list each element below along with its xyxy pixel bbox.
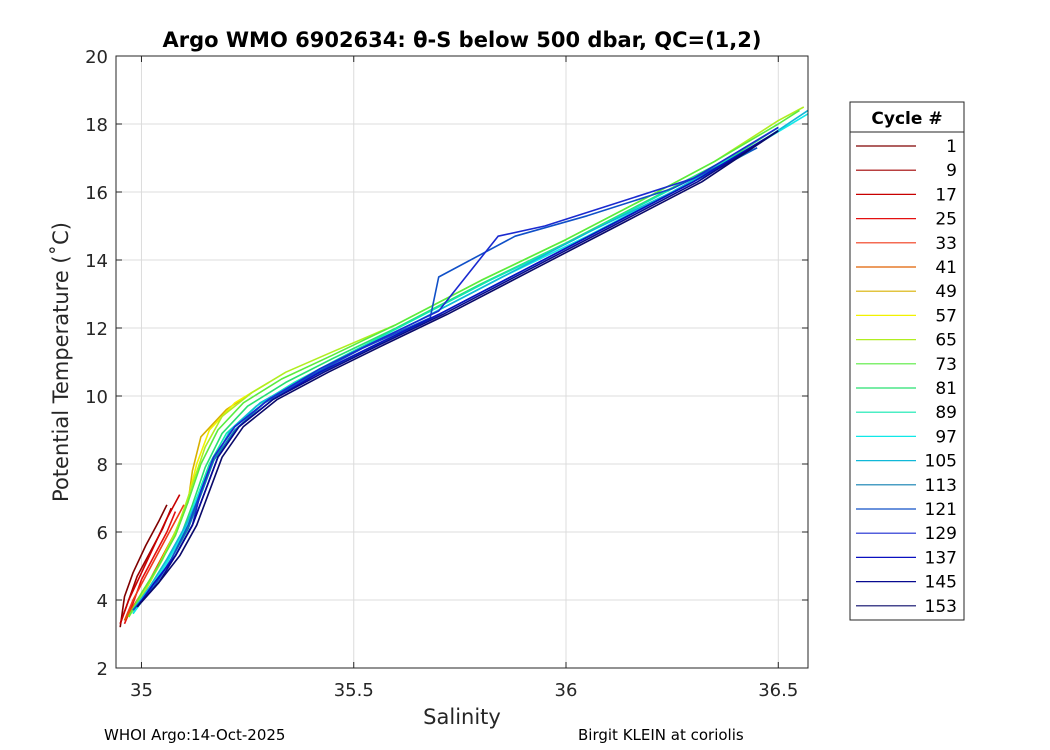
legend-label-41: 41 <box>935 258 957 278</box>
legend-title: Cycle # <box>871 109 942 129</box>
cycle-curve-17 <box>119 494 181 625</box>
legend-label-49: 49 <box>935 282 957 302</box>
y-axis-ticks: 2 4 6 8 10 12 14 16 18 20 <box>85 47 808 680</box>
plot-area <box>116 56 808 668</box>
x-tick-label: 36 <box>555 680 578 701</box>
legend-label-25: 25 <box>935 210 957 230</box>
legend-label-89: 89 <box>935 403 957 423</box>
legend-label-1: 1 <box>946 137 957 157</box>
y-tick-label: 2 <box>97 659 108 680</box>
cycle-curve-153 <box>136 130 779 608</box>
y-tick-label: 6 <box>97 523 108 544</box>
legend-label-97: 97 <box>935 427 957 447</box>
y-tick-label: 8 <box>97 455 108 476</box>
legend-label-81: 81 <box>935 379 957 399</box>
legend-label-73: 73 <box>935 355 957 375</box>
footer-right: Birgit KLEIN at coriolis <box>578 726 744 744</box>
legend-label-17: 17 <box>935 185 957 205</box>
chart-title: Argo WMO 6902634: θ-S below 500 dbar, QC… <box>163 28 762 52</box>
y-tick-label: 10 <box>85 387 108 408</box>
legend-label-33: 33 <box>935 234 957 254</box>
y-tick-label: 16 <box>85 183 108 204</box>
legend-label-9: 9 <box>946 161 957 181</box>
cycle-curve-73 <box>127 109 800 618</box>
plot-frame <box>115 55 809 669</box>
legend-label-121: 121 <box>925 500 957 520</box>
y-tick-label: 18 <box>85 115 108 136</box>
legend-label-113: 113 <box>925 476 957 496</box>
x-axis-label: Salinity <box>423 705 501 729</box>
legend-label-65: 65 <box>935 331 957 351</box>
y-tick-label: 14 <box>85 251 108 272</box>
legend-items: 1 9 17 25 33 41 49 57 65 73 81 89 97 105 113 121 129 137 1… <box>856 137 957 617</box>
y-tick-label: 4 <box>97 591 108 612</box>
x-tick-label: 36.5 <box>758 680 798 701</box>
legend-label-153: 153 <box>925 597 957 617</box>
cycle-curve-33 <box>123 504 185 621</box>
footer-left: WHOI Argo:14-Oct-2025 <box>104 726 286 744</box>
x-tick-label: 35 <box>130 680 153 701</box>
y-axis-label: Potential Temperature (˚C) <box>49 222 73 502</box>
legend-label-57: 57 <box>935 306 957 326</box>
legend-label-129: 129 <box>925 524 957 544</box>
cycle-curve-25 <box>123 511 177 625</box>
legend-label-137: 137 <box>925 548 957 568</box>
y-tick-label: 12 <box>85 319 108 340</box>
x-axis-ticks: 35 35.5 36 36.5 <box>130 56 798 701</box>
legend-label-105: 105 <box>925 452 957 472</box>
legend-label-145: 145 <box>925 573 957 593</box>
legend: Cycle # 1 9 17 25 33 41 49 57 65 73 81 89 97 105 113 12… <box>849 101 965 621</box>
y-tick-label: 20 <box>85 47 108 68</box>
cycle-curve-145 <box>136 130 779 608</box>
profile-curves <box>119 106 809 628</box>
cycle-curve-1 <box>119 504 168 628</box>
x-tick-label: 35.5 <box>334 680 374 701</box>
